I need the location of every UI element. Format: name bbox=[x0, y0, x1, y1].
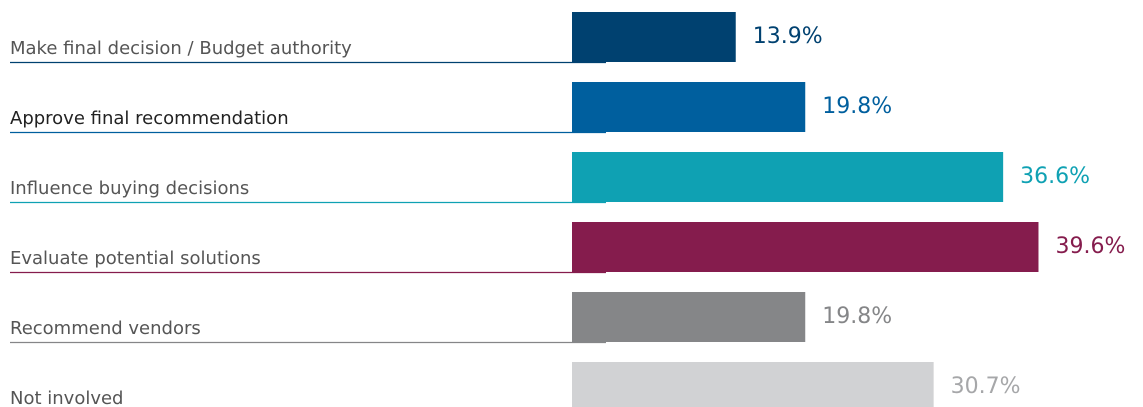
value-label-2: 36.6% bbox=[1020, 164, 1090, 189]
value-label-4: 19.8% bbox=[822, 304, 892, 329]
category-label-3: Evaluate potential solutions bbox=[10, 248, 261, 269]
bar-2 bbox=[572, 152, 1004, 202]
bar-4 bbox=[572, 292, 806, 342]
category-label-0: Make final decision / Budget authority bbox=[10, 38, 352, 59]
value-label-0: 13.9% bbox=[753, 24, 823, 49]
value-label-1: 19.8% bbox=[822, 94, 892, 119]
category-label-1: Approve final recommendation bbox=[10, 108, 289, 129]
bar-5 bbox=[572, 362, 934, 407]
bar-0 bbox=[572, 12, 736, 62]
value-label-5: 30.7% bbox=[951, 374, 1021, 399]
category-label-5: Not involved bbox=[10, 388, 123, 407]
bar-3 bbox=[572, 222, 1039, 272]
category-label-4: Recommend vendors bbox=[10, 318, 201, 339]
value-label-3: 39.6% bbox=[1055, 234, 1125, 259]
category-label-2: Influence buying decisions bbox=[10, 178, 249, 199]
bar-1 bbox=[572, 82, 806, 132]
